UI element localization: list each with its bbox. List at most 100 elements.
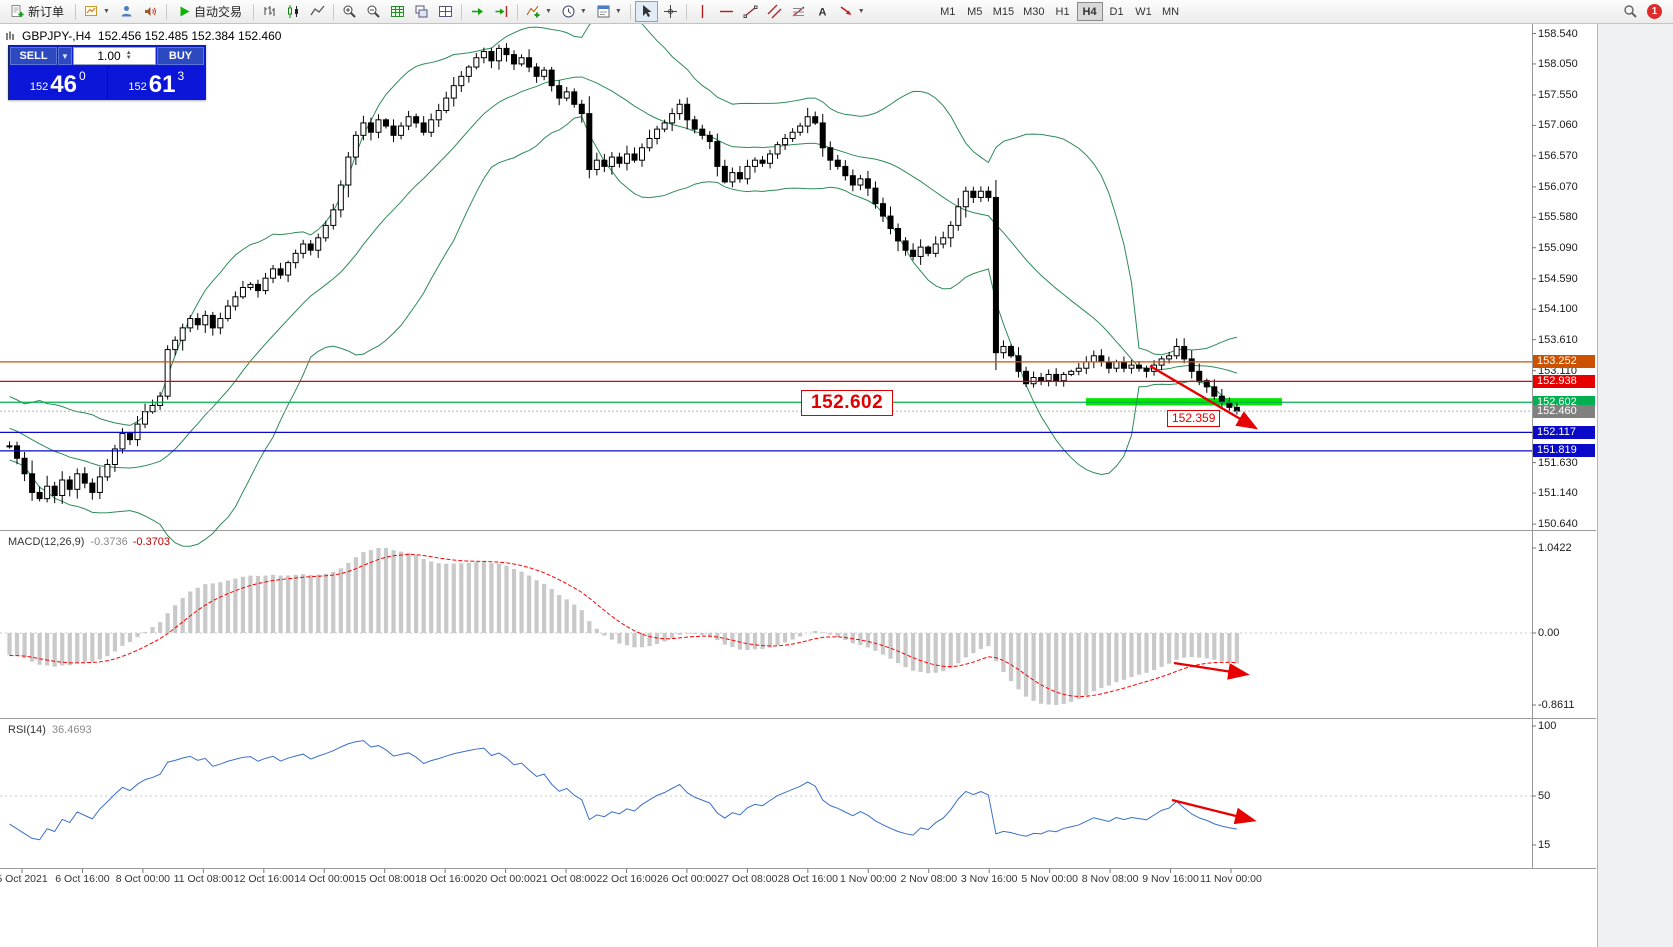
channel-button[interactable] bbox=[763, 1, 786, 22]
new-chart-icon bbox=[85, 6, 98, 16]
symbol-chart-icon bbox=[6, 31, 14, 40]
line-chart-icon bbox=[310, 5, 325, 16]
crosshair-icon bbox=[663, 5, 677, 18]
volume-input[interactable]: 1.00 ▲ ▼ bbox=[73, 47, 156, 65]
trendline-button[interactable] bbox=[739, 1, 762, 22]
autotrading-label: 自动交易 bbox=[193, 5, 242, 19]
cursor-icon bbox=[642, 5, 652, 17]
bollinger-lower-line[interactable] bbox=[9, 116, 1238, 547]
price-scale-label: 153.610 bbox=[1538, 333, 1578, 346]
chart-shift-button[interactable] bbox=[490, 1, 513, 22]
time-scale-label: 11 Oct 08:00 bbox=[173, 873, 234, 885]
chevron-down-icon: ▼ bbox=[614, 8, 622, 15]
notification-badge[interactable]: 1 bbox=[1647, 4, 1662, 19]
price-scale-label: 151.630 bbox=[1538, 456, 1578, 469]
time-scale-label: 28 Oct 16:00 bbox=[777, 873, 838, 885]
sell-price-prefix: 152 bbox=[29, 81, 49, 93]
autotrading-icon bbox=[180, 6, 190, 17]
zoom-in-button[interactable] bbox=[338, 1, 361, 22]
grid-button[interactable] bbox=[386, 1, 409, 22]
symbol-ohlc: 152.456 152.485 152.384 152.460 bbox=[97, 29, 282, 43]
sound-button[interactable] bbox=[139, 1, 162, 22]
autotrading-button[interactable]: 自动交易 bbox=[171, 1, 249, 22]
vertical-line-button[interactable] bbox=[691, 1, 714, 22]
volume-down-icon[interactable]: ▼ bbox=[125, 55, 132, 61]
timeframe-m1[interactable]: M1 bbox=[935, 2, 961, 21]
timeframe-m5[interactable]: M5 bbox=[962, 2, 988, 21]
macd-scale-label: -0.8611 bbox=[1538, 699, 1575, 711]
time-scale-label: 26 Oct 00:00 bbox=[656, 873, 717, 885]
rsi-line[interactable] bbox=[9, 740, 1237, 841]
symbol-title: GBPJPY-,H4 bbox=[22, 29, 91, 43]
zoom-out-button[interactable] bbox=[362, 1, 385, 22]
price-scale-label: 151.140 bbox=[1538, 487, 1578, 500]
buy-price-sup: 3 bbox=[177, 69, 185, 83]
time-scale-label: 14 Oct 00:00 bbox=[294, 873, 355, 885]
trend-arrow-3[interactable] bbox=[1171, 798, 1257, 825]
buy-price[interactable]: 152 61 3 bbox=[107, 66, 205, 99]
fibonacci-button[interactable] bbox=[787, 1, 810, 22]
new-chart-button[interactable]: ▼ bbox=[80, 1, 114, 22]
timeframe-mn[interactable]: MN bbox=[1158, 2, 1184, 21]
buy-button[interactable]: BUY bbox=[157, 47, 204, 65]
cascade-windows-button[interactable] bbox=[410, 1, 433, 22]
candlestick-chart-icon bbox=[287, 5, 298, 18]
candlestick-chart-button[interactable] bbox=[282, 1, 305, 22]
toolbar-separator bbox=[685, 3, 687, 20]
trend-arrow-2[interactable] bbox=[1173, 661, 1250, 680]
text-label-button[interactable]: A bbox=[811, 1, 834, 22]
profiles-button[interactable] bbox=[115, 1, 138, 22]
price-scale-label: 158.050 bbox=[1538, 57, 1578, 70]
timeframe-d1[interactable]: D1 bbox=[1104, 2, 1130, 21]
sell-price[interactable]: 152 46 0 bbox=[9, 66, 108, 99]
indicators-button[interactable]: ▼ bbox=[522, 1, 556, 22]
line-chart-button[interactable] bbox=[306, 1, 329, 22]
level-price-box: 152.117 bbox=[1533, 425, 1595, 439]
time-scale-label: 11 Nov 00:00 bbox=[1200, 873, 1262, 885]
volume-dropdown-icon[interactable]: ▼ bbox=[58, 47, 72, 65]
price-scale-label: 150.640 bbox=[1538, 518, 1578, 531]
toolbar-separator bbox=[75, 3, 77, 20]
periods-button[interactable]: ▼ bbox=[557, 1, 591, 22]
chevron-down-icon: ▼ bbox=[857, 8, 865, 15]
new-order-label: 新订单 bbox=[28, 5, 65, 19]
main-toolbar: 新订单 ▼ 自动交易 ▼ ▼ ▼ bbox=[0, 0, 1673, 24]
volume-up-icon[interactable]: ▲ bbox=[125, 50, 132, 56]
auto-scroll-button[interactable] bbox=[466, 1, 489, 22]
bar-chart-button[interactable] bbox=[258, 1, 281, 22]
macd-value-2: -0.3703 bbox=[132, 536, 171, 548]
macd-signal-line[interactable] bbox=[9, 553, 1237, 698]
tile-windows-button[interactable] bbox=[434, 1, 457, 22]
crosshair-button[interactable] bbox=[659, 1, 682, 22]
price-annotation-label-small[interactable]: 152.359 bbox=[1167, 410, 1221, 427]
sell-button[interactable]: SELL bbox=[10, 47, 57, 65]
chevron-down-icon: ▼ bbox=[103, 8, 110, 15]
bollinger-middle-line[interactable] bbox=[9, 76, 1238, 469]
time-scale-label: 2 Nov 08:00 bbox=[900, 873, 958, 885]
trade-panel-top-row: SELL ▼ 1.00 ▲ ▼ BUY bbox=[9, 46, 205, 66]
timeframe-m15[interactable]: M15 bbox=[989, 2, 1018, 21]
timeframe-h4[interactable]: H4 bbox=[1076, 2, 1103, 21]
horizontal-line-icon bbox=[719, 10, 733, 13]
timeframe-h1[interactable]: H1 bbox=[1050, 2, 1076, 21]
time-scale-label: 20 Oct 00:00 bbox=[475, 873, 536, 885]
timeframe-w1[interactable]: W1 bbox=[1131, 2, 1157, 21]
price-annotation-label-large[interactable]: 152.602 bbox=[801, 390, 894, 416]
price-scale-label: 157.060 bbox=[1538, 119, 1578, 132]
horizontal-line-button[interactable] bbox=[715, 1, 738, 22]
new-order-button[interactable]: 新订单 bbox=[3, 1, 71, 22]
bid-price-box: 152.460 bbox=[1533, 404, 1595, 418]
text-label-icon: A bbox=[818, 7, 826, 19]
time-scale-label: 18 Oct 16:00 bbox=[415, 873, 476, 885]
search-button[interactable] bbox=[1619, 1, 1642, 22]
trend-arrow-1[interactable] bbox=[1149, 364, 1259, 430]
arrow-object-button[interactable]: ▼ bbox=[835, 1, 869, 22]
sell-price-big: 46 bbox=[50, 71, 77, 98]
level-price-box: 153.252 bbox=[1533, 355, 1595, 369]
cascade-windows-icon bbox=[415, 5, 428, 18]
timeframe-m30[interactable]: M30 bbox=[1019, 2, 1048, 21]
templates-button[interactable]: ▼ bbox=[592, 1, 626, 22]
cursor-button[interactable] bbox=[634, 1, 658, 22]
